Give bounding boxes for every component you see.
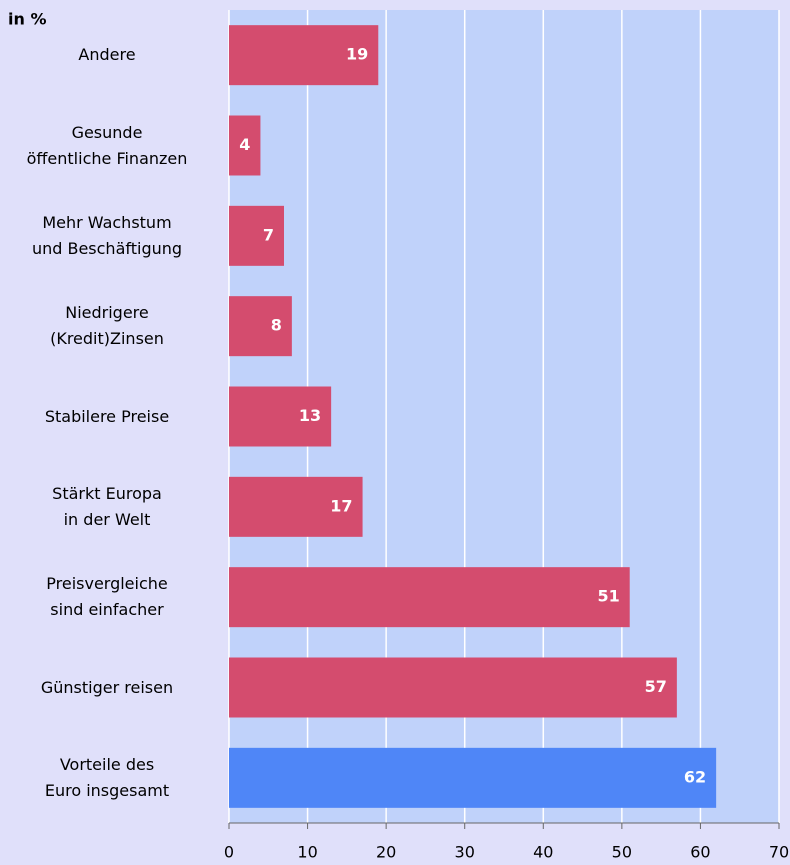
y-tick-label: Vorteile des Euro insgesamt	[44, 754, 170, 800]
y-tick-label: Stabilere Preise	[44, 406, 170, 426]
y-tick-label: Andere	[78, 45, 136, 65]
value-label: 51	[597, 587, 619, 606]
x-tick-label: 60	[690, 843, 710, 862]
value-label: 4	[239, 135, 250, 154]
x-tick-label: 10	[297, 843, 317, 862]
bar	[229, 25, 379, 86]
x-tick-label: 20	[376, 843, 396, 862]
value-label: 13	[299, 406, 321, 425]
bar	[229, 115, 261, 176]
x-tick-label: 70	[769, 843, 789, 862]
axis-unit-label: in %	[8, 10, 46, 29]
x-tick-label: 50	[612, 843, 632, 862]
bar	[229, 296, 292, 357]
value-label: 8	[271, 316, 282, 335]
y-tick-label: Mehr Wachstum und Beschäftigung	[31, 212, 183, 258]
y-tick-label: Niedrigere (Kredit)Zinsen	[50, 303, 164, 349]
value-label: 62	[684, 767, 706, 786]
bar	[229, 657, 677, 718]
x-tick-label: 0	[224, 843, 234, 862]
y-tick-label: Gesunde öffentliche Finanzen	[26, 122, 188, 168]
bar	[229, 567, 630, 628]
value-label: 7	[263, 225, 274, 244]
y-tick-label: Günstiger reisen	[40, 677, 174, 697]
value-label: 57	[645, 677, 667, 696]
value-label: 17	[330, 496, 352, 515]
value-label: 19	[346, 45, 368, 64]
y-tick-label: Stärkt Europa in der Welt	[52, 483, 162, 529]
y-tick-label: Preisvergleiche sind einfacher	[46, 574, 168, 620]
bar	[229, 205, 284, 266]
bar	[229, 476, 363, 537]
x-tick-label: 30	[455, 843, 475, 862]
x-tick-label: 40	[533, 843, 553, 862]
bar	[229, 747, 717, 808]
bar	[229, 386, 332, 447]
